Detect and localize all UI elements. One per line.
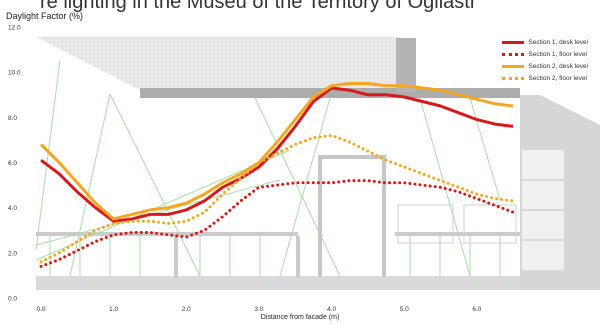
legend-item: Section 2, desk level <box>502 60 588 72</box>
y-tick-label: 12.0 <box>8 25 21 32</box>
y-tick-label: 8.0 <box>8 115 17 122</box>
series-line-1 <box>40 86 514 223</box>
x-tick-label: 1.0 <box>109 306 118 313</box>
legend-item: Section 2, floor level <box>502 72 588 84</box>
legend-label: Section 2, floor level <box>528 74 587 82</box>
legend-label: Section 1, desk level <box>528 38 588 46</box>
series-line-2 <box>39 179 515 268</box>
legend-item: Section 1, desk level <box>502 36 588 48</box>
chart-series <box>39 82 515 268</box>
legend-swatch <box>502 52 525 56</box>
x-axis-label: Distance from facade (m) <box>260 314 340 321</box>
x-tick-label: 4.0 <box>327 306 336 313</box>
y-tick-label: 6.0 <box>8 160 17 167</box>
x-tick-label: 3.0 <box>254 306 263 313</box>
y-tick-label: 2.0 <box>8 250 17 257</box>
legend-item: Section 1, floor level <box>502 48 588 60</box>
chart-title: Daylight Factor (%) <box>6 11 84 21</box>
x-tick-label: 6.0 <box>472 306 481 313</box>
legend-swatch <box>502 76 525 80</box>
legend-swatch <box>502 40 525 44</box>
legend-swatch <box>502 64 525 68</box>
x-tick-label: 2.0 <box>182 306 191 313</box>
y-tick-label: 0.0 <box>8 296 17 303</box>
legend-label: Section 1, floor level <box>528 50 587 58</box>
chart-legend: Section 1, desk level Section 1, floor le… <box>498 33 594 87</box>
y-tick-label: 10.0 <box>8 70 21 77</box>
partial-heading: re lighting in the Museu of the Territor… <box>40 0 477 13</box>
chart-axes: 0.0 2.0 4.0 6.0 8.0 10.0 12.0 0.0 1.0 2.0 3.0 4.0 5.… <box>8 25 482 314</box>
series-line-4 <box>39 133 515 264</box>
legend-label: Section 2, desk level <box>528 62 588 70</box>
building-section-drawing <box>35 37 600 290</box>
x-tick-label: 0.0 <box>36 306 45 313</box>
x-tick-label: 5.0 <box>400 306 409 313</box>
y-tick-label: 4.0 <box>8 205 17 212</box>
series-line-3 <box>39 82 514 221</box>
